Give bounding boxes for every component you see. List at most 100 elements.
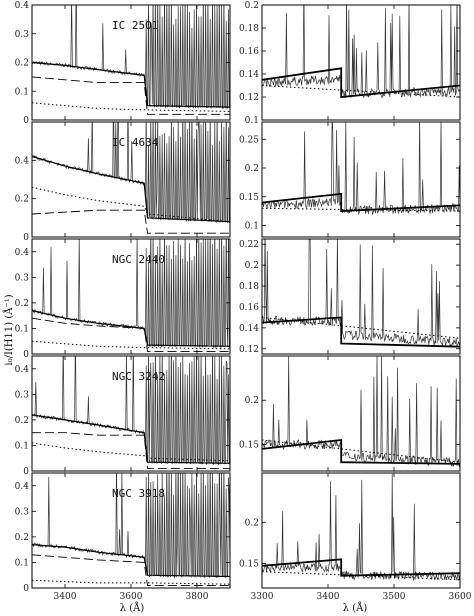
y-tick-label: 0.22 [239,240,259,250]
y-tick-label: 0.15 [239,193,259,203]
y-tick-label: 0.25 [239,135,259,145]
y-tick-label: 0 [23,584,29,594]
series-dashed [32,317,230,352]
y-tick-label: 0.3 [15,273,30,283]
series-solid [262,67,460,98]
series-dotted [262,85,460,98]
y-tick-label: 0.18 [239,282,259,292]
series-dotted [262,439,460,463]
series-solid [32,155,230,223]
series-solid [32,544,230,578]
y-tick-label: 0.4 [15,482,30,492]
y-tick-label: 0.1 [245,116,259,126]
panel-2: 0 0.2 0.4 IC 4634 [15,121,231,243]
series-solid [32,414,230,464]
panel-label: NGC 3242 [112,370,165,383]
y-tick-label: 0.1 [15,558,29,568]
plot-area [32,5,230,115]
y-tick-label: 0.4 [15,156,30,166]
x-tick-label: 3400 [54,592,77,602]
y-tick-label: 0 [23,233,29,243]
y-tick-label: 0.2 [15,416,29,426]
y-tick-label: 0.2 [245,396,259,406]
spectrum-trace [262,356,460,467]
y-tick-label: 0.15 [239,559,259,569]
series-dotted [262,316,460,339]
y-tick-label: 0.2 [245,518,259,528]
y-tick-label: 0.4 [15,248,30,258]
panel-8: 0 0.1 0.2 0.3 0.4 3400 3600 3800 NGC 3918 [15,472,231,602]
y-tick-label: 0 [23,116,29,126]
series-dotted [262,571,460,581]
panel-label: IC 2501 [112,19,158,32]
y-tick-label: 0.14 [239,324,259,334]
y-tick-label: 0 [23,350,29,360]
y-tick-label: 0.2 [245,261,259,271]
series-dashed [32,76,230,115]
spectrum-trace [262,473,460,582]
series-dotted [32,340,230,350]
spectrum-trace [32,473,230,579]
panel-label: NGC 3918 [112,487,165,500]
panel-frame [261,472,461,589]
y-tick-label: 0.3 [15,390,30,400]
panels: 0 0.1 0.2 0.3 0.4 IC 2501 0.1 0.12 0.14 0.16 0.18 0… [15,1,472,602]
panel-6: 0 0.1 0.2 0.3 0.4 NGC 3242 [15,355,231,477]
y-tick-label: 0 [23,467,29,477]
panel-3: 0.1 0.15 0.2 0.25 [239,121,461,238]
x-tick-label: 3400 [317,592,340,602]
panel-frame [261,238,461,355]
panel-frame [261,355,461,472]
plot-area [262,473,460,582]
y-tick-label: 0.2 [15,195,29,205]
plot-area [262,5,460,99]
plot-area [32,473,230,586]
series-solid [262,558,460,577]
y-tick-label: 0.1 [15,441,29,451]
x-tick-label: 3600 [120,592,143,602]
series-solid [262,316,460,348]
y-tick-label: 0.1 [15,87,29,97]
plot-area [32,239,230,352]
y-tick-label: 0.14 [239,70,259,80]
series-dotted [32,102,230,112]
y-tick-label: 0.16 [239,47,259,57]
panel-0: 0 0.1 0.2 0.3 0.4 IC 2501 [15,1,231,126]
series-solid [262,192,460,213]
x-axis-label-left: λ (Å) [120,602,145,614]
y-tick-label: 0.2 [15,533,29,543]
panel-4: 0 0.1 0.2 0.3 0.4 NGC 2440 [15,238,231,360]
series-dotted [32,186,230,223]
y-tick-label: 0.12 [239,93,259,103]
spectrum-trace [262,239,460,348]
panel-5: 0.12 0.14 0.16 0.18 0.2 0.22 [239,238,461,355]
y-tick-label: 0.2 [15,59,29,69]
spectrum-trace [32,5,230,110]
y-tick-label: 0.2 [245,164,259,174]
series-solid [262,438,460,465]
series-dotted [32,579,230,585]
x-axis-label-right: λ (Å) [343,602,368,614]
panel-label: NGC 2440 [112,253,165,266]
y-tick-label: 0.4 [15,365,30,375]
series-solid [32,310,230,347]
panel-label: IC 4634 [112,136,159,149]
x-tick-label: 3800 [186,592,209,602]
plot-area [32,356,230,469]
y-tick-label: 0.2 [15,299,29,309]
y-tick-label: 0.1 [15,324,29,334]
panel-frame [261,4,461,121]
panel-9: 0.15 0.2 3300 3400 3500 3600 [239,472,472,602]
plot-area [262,122,460,216]
y-tick-label: 0.4 [15,1,30,11]
panel-7: 0.15 0.2 [239,355,461,472]
panel-frame [261,121,461,238]
x-tick-label: 3600 [449,592,472,602]
series-dashed [32,209,230,234]
y-tick-label: 0.3 [15,30,30,40]
plot-area [262,356,460,467]
series-solid [32,61,230,108]
x-tick-label: 3500 [383,592,406,602]
panel-1: 0.1 0.12 0.14 0.16 0.18 0.2 [239,1,461,126]
